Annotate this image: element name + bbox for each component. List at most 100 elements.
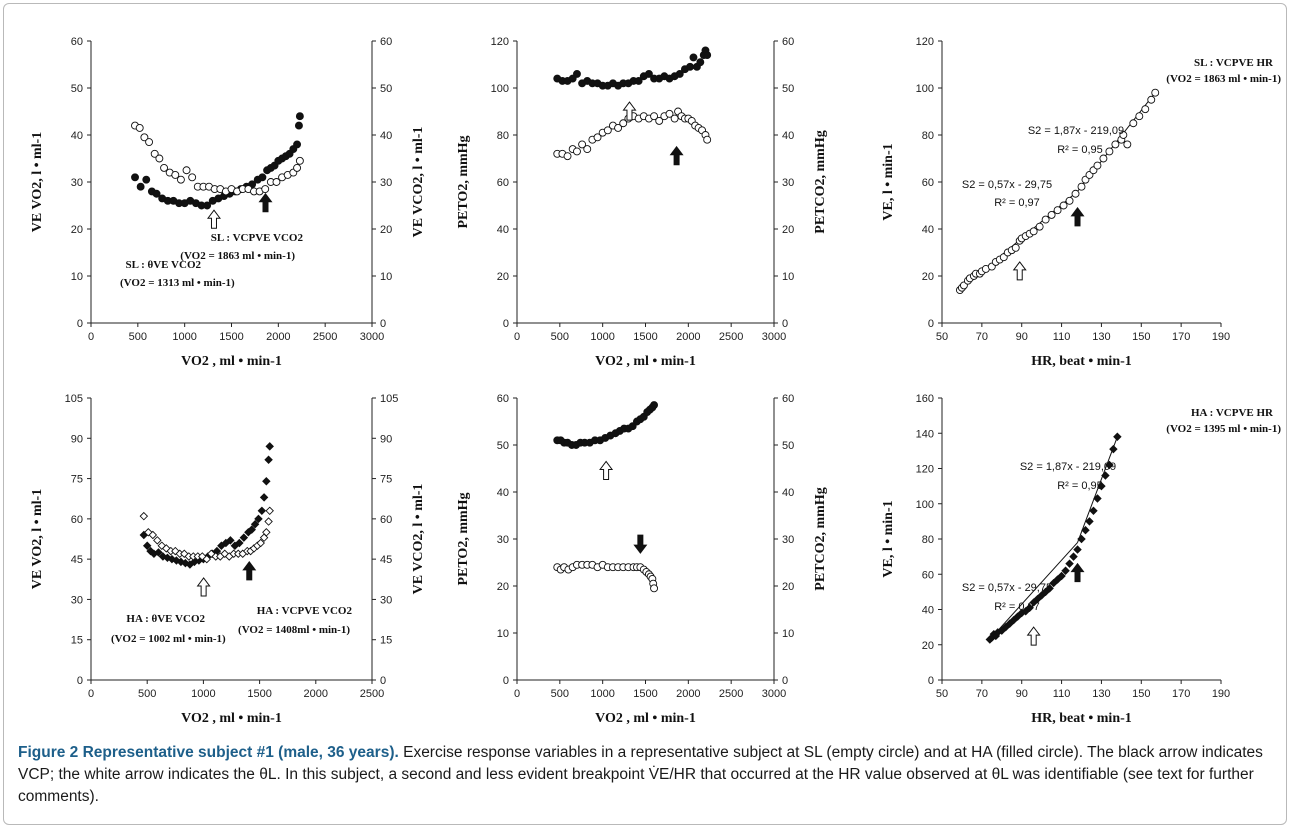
x-axis-label: HR, beat • min-1 — [1031, 354, 1132, 369]
data-point-20 — [1057, 571, 1066, 581]
data-point-13 — [203, 201, 212, 210]
y-tick-label: 100 — [916, 83, 934, 95]
data-point-25 — [1077, 534, 1086, 544]
annotation-2-value: (VO2 = 1002 ml • min-1) — [111, 633, 226, 645]
data-point-27 — [256, 538, 265, 548]
black-arrow-1 — [1070, 562, 1085, 583]
data-point-26 — [686, 62, 694, 71]
annotation-2-value: (VO2 = 1313 ml • min-1) — [120, 277, 235, 289]
y2-tick-label: 20 — [380, 224, 392, 236]
annotation-2: SL : θVE VCO2 — [125, 259, 201, 271]
data-point-30 — [264, 517, 273, 526]
y2-tick-label: 20 — [782, 224, 794, 236]
data-point-12 — [614, 123, 623, 132]
y-tick-label: 60 — [922, 569, 934, 581]
fit-r2-1: R² = 0,97 — [994, 601, 1040, 613]
x-tick-label: 3000 — [762, 688, 786, 700]
series-0 — [955, 88, 1160, 295]
caption-title: Figure 2 Representative subject #1 (male… — [18, 744, 399, 761]
x-tick-label: 90 — [1016, 331, 1028, 343]
data-point-2 — [140, 133, 149, 142]
x-tick-label: 0 — [514, 688, 520, 700]
data-point-22 — [665, 109, 674, 118]
y-tick-label: 100 — [916, 499, 934, 511]
data-point-14 — [202, 554, 212, 564]
annotation-2: HA : θVE VCO2 — [126, 613, 205, 625]
y2-tick-label: 50 — [380, 83, 392, 95]
data-point-4 — [573, 69, 581, 78]
data-point-32 — [293, 140, 302, 149]
x-tick-label: 110 — [1053, 331, 1071, 343]
y-tick-label: 60 — [71, 514, 83, 526]
data-point-2 — [148, 530, 158, 540]
figure-charts: 0 500 1000 1500 2000 2500 30000102030405060010… — [30, 36, 1281, 726]
chart-p2: 0 500 1000 1500 2000 2500 30000204060801001200… — [456, 36, 828, 369]
x-axis-label: VO2 , ml • min-1 — [181, 711, 282, 726]
series-0 — [553, 46, 712, 90]
data-point-5 — [578, 140, 587, 149]
y-axis-label: VE VO2, l • ml-1 — [30, 132, 45, 232]
data-point-23 — [1069, 552, 1078, 561]
series-0 — [131, 112, 304, 210]
y-axis-label: PETO2, mmHg — [456, 492, 471, 585]
data-point-28 — [1089, 506, 1098, 516]
y2-tick-label: 30 — [380, 594, 392, 606]
annotation-1-value: (VO2 = 1395 ml • min-1) — [1166, 423, 1281, 435]
chart-p5: 0 500 1000 1500 2000 2500 30000102030405060010… — [456, 393, 828, 726]
fit-label-2: S2 = 1,87x - 219,09 — [1028, 125, 1124, 137]
data-point-7 — [171, 546, 180, 556]
data-point-22 — [1065, 559, 1074, 568]
x-tick-label: 0 — [88, 688, 94, 700]
data-point-10 — [182, 166, 191, 175]
data-point-39 — [1123, 140, 1132, 149]
data-point-38 — [1119, 131, 1128, 139]
data-point-24 — [1047, 210, 1056, 219]
data-point-3 — [145, 138, 154, 147]
data-point-32 — [265, 442, 274, 451]
y2-tick-label: 30 — [782, 534, 794, 546]
data-point-1 — [142, 541, 152, 550]
y-tick-label: 0 — [928, 318, 934, 330]
data-point-34 — [295, 112, 304, 121]
y2-tick-label: 75 — [380, 474, 392, 486]
y-tick-label: 100 — [491, 83, 509, 95]
data-point-29 — [1077, 182, 1086, 191]
y-tick-label: 10 — [497, 628, 509, 640]
data-point-43 — [1147, 95, 1156, 104]
x-tick-label: 170 — [1172, 331, 1190, 343]
y-tick-label: 40 — [497, 487, 509, 499]
data-point-27 — [1085, 517, 1094, 526]
y2-axis-label: PETCO2, mmHg — [813, 487, 828, 590]
data-point-12 — [1025, 603, 1034, 612]
x-axis-label: VO2 , ml • min-1 — [181, 354, 282, 369]
black-arrow-1 — [669, 145, 684, 166]
fit-r2-2: R² = 0,95 — [1057, 144, 1103, 156]
y2-axis-label: PETCO2, mmHg — [813, 130, 828, 233]
y-tick-label: 15 — [71, 635, 83, 647]
white-arrow-0 — [622, 101, 637, 121]
data-point-24 — [261, 185, 270, 194]
data-point-40 — [1129, 119, 1138, 128]
white-arrow-0 — [1012, 261, 1027, 281]
y-tick-label: 40 — [71, 130, 83, 142]
y2-axis-label: VE VCO2, l • ml-1 — [411, 484, 426, 595]
white-arrow-0 — [196, 577, 211, 597]
x-tick-label: 130 — [1092, 688, 1110, 700]
y-tick-label: 120 — [916, 464, 934, 476]
data-point-20 — [655, 116, 664, 125]
x-tick-label: 500 — [551, 688, 569, 700]
y-tick-label: 45 — [71, 554, 83, 566]
x-tick-label: 2000 — [304, 688, 328, 700]
x-tick-label: 2500 — [719, 688, 743, 700]
data-point-6 — [583, 145, 592, 154]
x-tick-label: 150 — [1132, 331, 1150, 343]
data-point-29 — [696, 58, 705, 67]
annotation-1: HA : VCPVE HR — [1191, 407, 1274, 419]
data-point-18 — [644, 69, 653, 78]
series-0 — [553, 401, 659, 449]
y2-tick-label: 45 — [380, 554, 392, 566]
y-tick-label: 90 — [71, 433, 83, 445]
x-tick-label: 500 — [129, 331, 147, 343]
annotation-1: SL : VCPVE VCO2 — [211, 232, 304, 244]
annotation-1: SL : VCPVE HR — [1194, 57, 1274, 69]
